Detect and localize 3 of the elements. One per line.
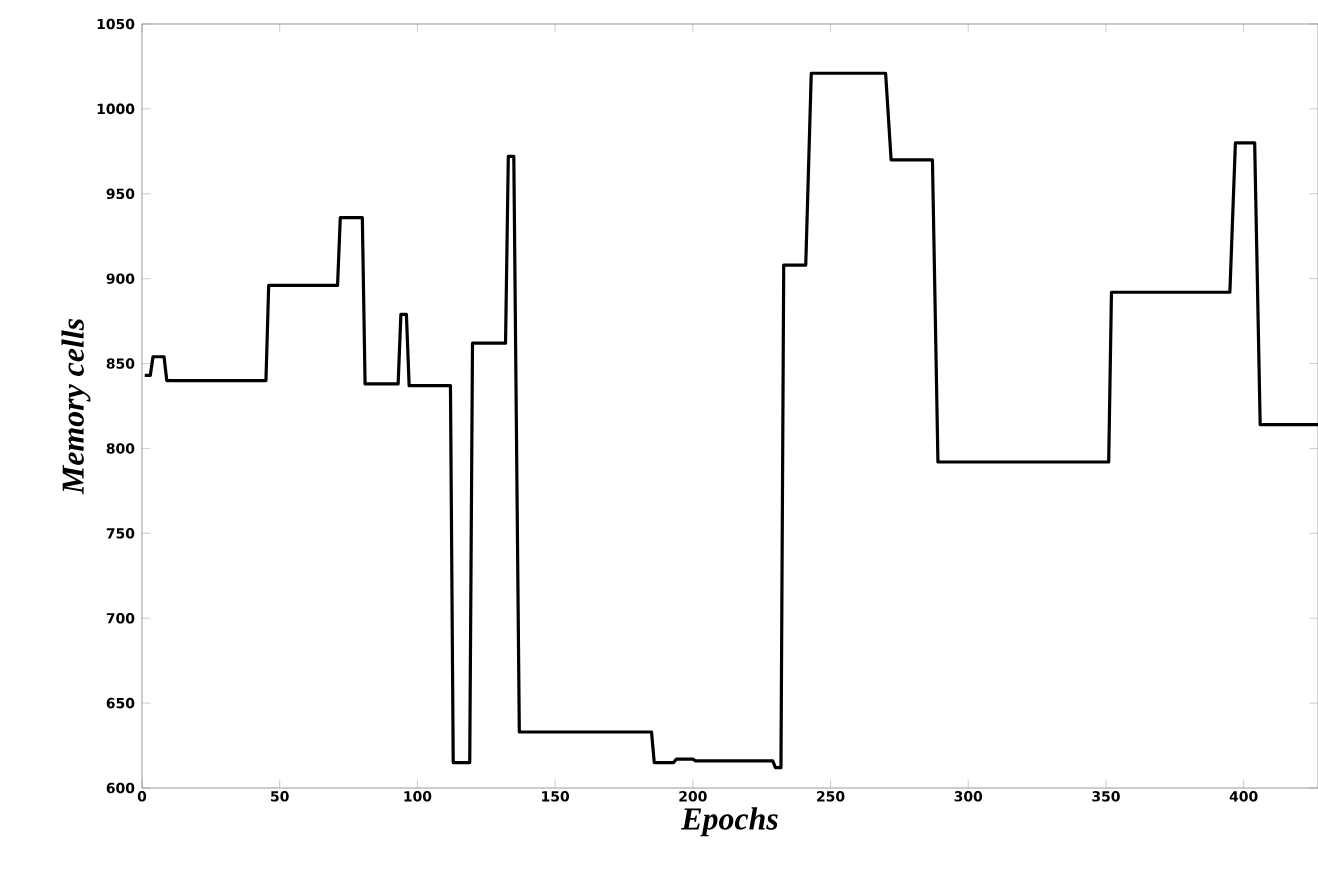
line-series: [143, 71, 1318, 770]
y-axis-title: Memory cells: [61, 318, 91, 495]
x-axis-title: Epochs: [681, 807, 778, 837]
